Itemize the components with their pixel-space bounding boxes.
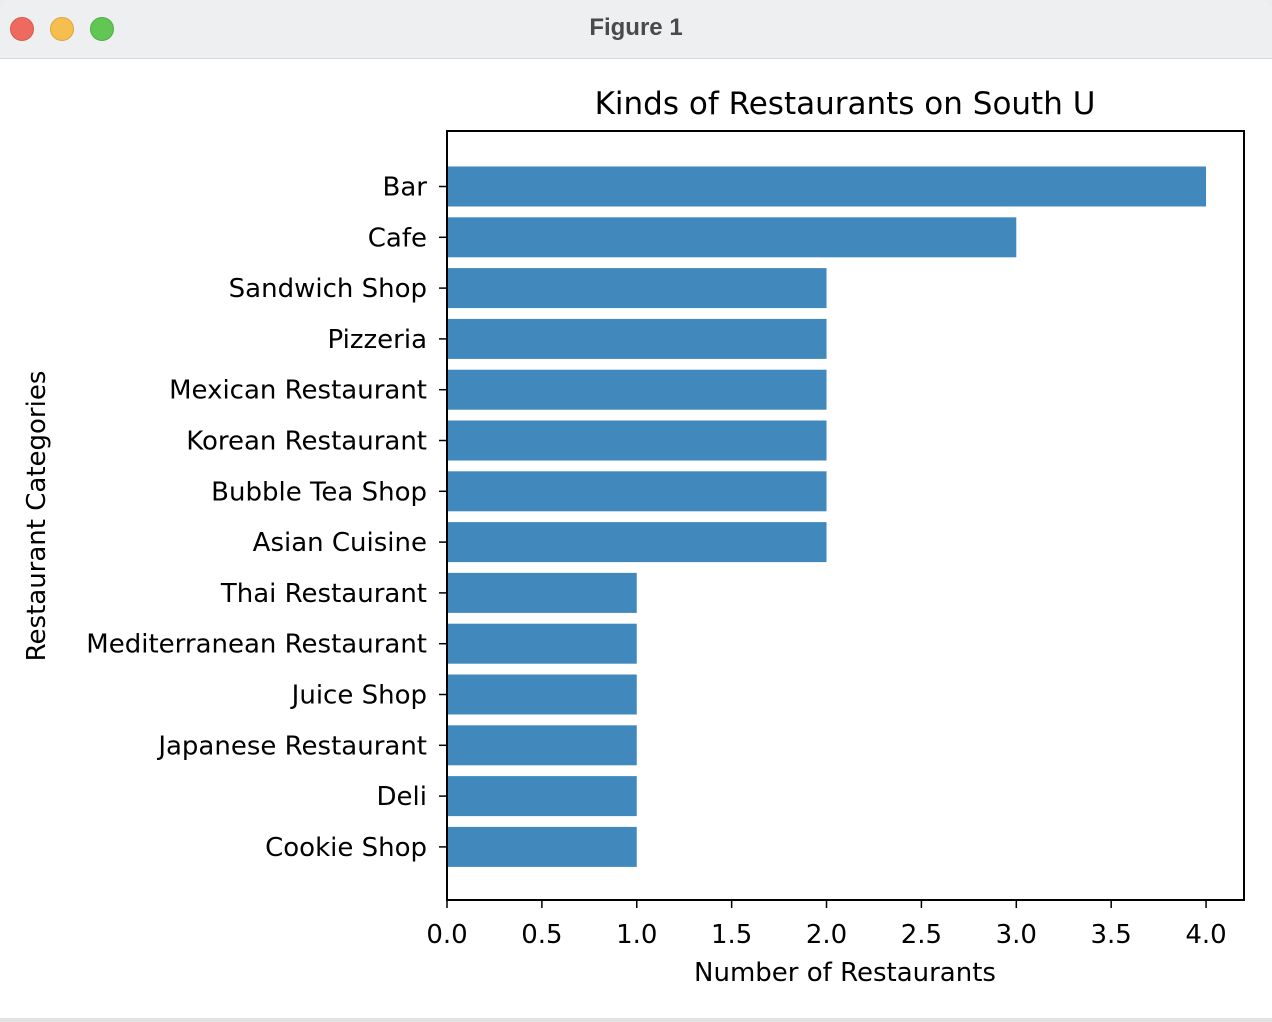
x-tick-label-8: 4.0 <box>1185 920 1226 950</box>
y-tick-label-13: Cookie Shop <box>265 833 427 863</box>
y-tick-label-4: Mexican Restaurant <box>169 376 427 406</box>
bar-5 <box>447 420 827 461</box>
bars-group <box>447 166 1207 867</box>
y-tick-label-9: Mediterranean Restaurant <box>86 630 427 660</box>
bar-12 <box>447 776 637 817</box>
x-tick-label-3: 1.5 <box>711 920 752 950</box>
x-tick-label-6: 3.0 <box>996 920 1037 950</box>
y-tick-label-12: Deli <box>377 782 427 812</box>
plot-frame <box>446 130 1245 901</box>
close-button[interactable] <box>10 17 34 41</box>
x-tick-label-2: 1.0 <box>616 920 657 950</box>
maximize-button[interactable] <box>90 17 114 41</box>
window-bottom-edge <box>0 1018 1272 1022</box>
bar-4 <box>447 369 827 410</box>
bar-8 <box>447 572 637 613</box>
x-axis-label: Number of Restaurants <box>694 958 996 988</box>
y-tick-label-6: Bubble Tea Shop <box>211 477 427 507</box>
bar-0 <box>447 166 1207 207</box>
bar-9 <box>447 623 637 664</box>
bar-7 <box>447 522 827 563</box>
x-tick-label-4: 2.0 <box>806 920 847 950</box>
chart-title: Kinds of Restaurants on South U <box>595 86 1096 122</box>
y-tick-label-5: Korean Restaurant <box>186 427 427 457</box>
bar-13 <box>447 826 637 867</box>
x-tick-label-7: 3.5 <box>1090 920 1131 950</box>
bar-2 <box>447 268 827 309</box>
title-bar: Figure 1 <box>0 0 1272 59</box>
y-ticks-group: Bar Cafe Sandwich Shop Pizzeria Mexican Rest… <box>86 173 447 863</box>
y-tick-label-7: Asian Cuisine <box>253 528 427 558</box>
x-ticks-group: 0.0 0.5 1.0 1.5 2.0 2.5 3.0 3.5 4.0 <box>426 900 1227 950</box>
bar-11 <box>447 725 637 766</box>
y-tick-label-0: Bar <box>383 173 428 203</box>
bar-3 <box>447 318 827 359</box>
x-tick-label-5: 2.5 <box>901 920 942 950</box>
bar-1 <box>447 217 1017 258</box>
y-tick-label-11: Japanese Restaurant <box>156 731 427 761</box>
y-tick-label-2: Sandwich Shop <box>229 274 427 304</box>
y-tick-label-3: Pizzeria <box>328 325 427 355</box>
bar-10 <box>447 674 637 715</box>
x-tick-label-1: 0.5 <box>521 920 562 950</box>
window-title: Figure 1 <box>589 14 683 41</box>
y-axis-label: Restaurant Categories <box>22 371 52 662</box>
y-tick-label-1: Cafe <box>368 223 427 253</box>
figure-canvas: Kinds of Restaurants on South U Bar Cafe S… <box>0 59 1272 1018</box>
bar-chart: Kinds of Restaurants on South U Bar Cafe S… <box>22 86 1245 988</box>
x-tick-label-0: 0.0 <box>426 920 467 950</box>
bar-6 <box>447 471 827 512</box>
y-tick-label-10: Juice Shop <box>290 681 427 711</box>
minimize-button[interactable] <box>50 17 74 41</box>
y-tick-label-8: Thai Restaurant <box>220 579 427 609</box>
